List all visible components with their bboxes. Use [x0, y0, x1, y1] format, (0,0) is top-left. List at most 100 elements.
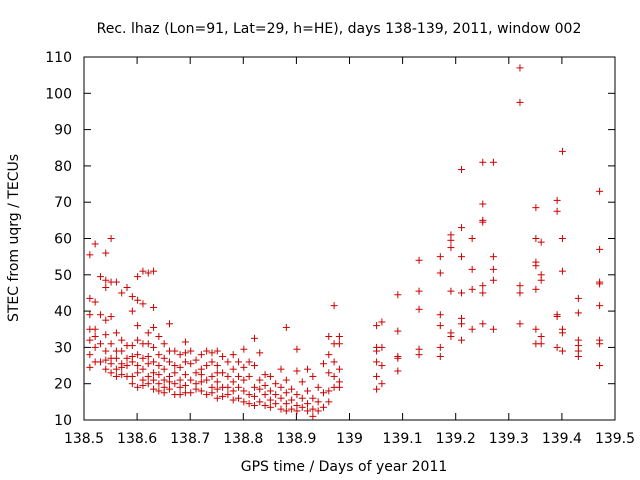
- data-point: [261, 401, 269, 409]
- data-point: [266, 372, 274, 380]
- data-point: [325, 369, 333, 377]
- data-point: [144, 360, 152, 368]
- data-point: [112, 365, 120, 373]
- data-point: [160, 354, 168, 362]
- data-point: [123, 354, 131, 362]
- data-point: [373, 372, 381, 380]
- data-point: [128, 307, 136, 315]
- data-point: [479, 282, 487, 290]
- data-point: [144, 380, 152, 388]
- data-point: [516, 98, 524, 106]
- y-tick-label: 100: [45, 86, 72, 102]
- data-point: [187, 347, 195, 355]
- data-point: [266, 396, 274, 404]
- data-point: [203, 362, 211, 370]
- data-point: [150, 343, 158, 351]
- data-point: [250, 362, 258, 370]
- data-point: [330, 302, 338, 310]
- data-point: [197, 378, 205, 386]
- data-point: [165, 385, 173, 393]
- data-point: [373, 385, 381, 393]
- data-point: [468, 325, 476, 333]
- data-point: [155, 351, 163, 359]
- data-point: [102, 331, 110, 339]
- data-point: [458, 320, 466, 328]
- data-point: [288, 396, 296, 404]
- data-point: [373, 347, 381, 355]
- data-point: [118, 371, 126, 379]
- data-point: [261, 371, 269, 379]
- data-point: [155, 387, 163, 395]
- data-point: [458, 253, 466, 261]
- data-point: [112, 372, 120, 380]
- data-point: [107, 340, 115, 348]
- data-point: [277, 383, 285, 391]
- data-point: [181, 338, 189, 346]
- data-point: [298, 378, 306, 386]
- data-point: [165, 378, 173, 386]
- data-point: [436, 343, 444, 351]
- data-point: [574, 309, 582, 317]
- data-point: [123, 362, 131, 370]
- data-point: [96, 311, 104, 319]
- y-tick-label: 20: [54, 377, 72, 393]
- data-point: [219, 369, 227, 377]
- data-point: [150, 369, 158, 377]
- data-point: [436, 269, 444, 277]
- data-point: [394, 367, 402, 375]
- data-point: [314, 398, 322, 406]
- data-point: [150, 376, 158, 384]
- data-point: [378, 380, 386, 388]
- y-tick-label: 90: [54, 123, 72, 139]
- x-tick-label: 138.9: [276, 431, 316, 447]
- data-point: [144, 329, 152, 337]
- data-point: [208, 389, 216, 397]
- data-point: [574, 352, 582, 360]
- data-point: [134, 362, 142, 370]
- data-point: [415, 305, 423, 313]
- data-point: [144, 352, 152, 360]
- data-point: [160, 376, 168, 384]
- data-point: [229, 396, 237, 404]
- data-point: [139, 300, 147, 308]
- y-tick-label: 50: [54, 268, 72, 284]
- data-point: [102, 276, 110, 284]
- data-point: [394, 327, 402, 335]
- data-point: [558, 347, 566, 355]
- data-point: [139, 365, 147, 373]
- data-point: [596, 187, 604, 195]
- data-point: [309, 412, 317, 420]
- data-point: [229, 365, 237, 373]
- data-point: [86, 311, 94, 319]
- data-point: [558, 329, 566, 337]
- data-point: [155, 380, 163, 388]
- data-point: [319, 360, 327, 368]
- data-point: [516, 64, 524, 72]
- data-point: [436, 253, 444, 261]
- data-point: [150, 267, 158, 275]
- data-point: [197, 387, 205, 395]
- data-point: [458, 166, 466, 174]
- data-point: [240, 363, 248, 371]
- data-point: [96, 358, 104, 366]
- data-point: [489, 253, 497, 261]
- data-point: [181, 358, 189, 366]
- data-point: [171, 347, 179, 355]
- data-point: [150, 323, 158, 331]
- data-point: [479, 158, 487, 166]
- data-point: [155, 333, 163, 341]
- data-point: [102, 365, 110, 373]
- data-point: [596, 362, 604, 370]
- data-point: [240, 387, 248, 395]
- data-point: [192, 356, 200, 364]
- data-point: [86, 336, 94, 344]
- data-point: [537, 238, 545, 246]
- data-point: [250, 334, 258, 342]
- data-point: [86, 251, 94, 259]
- data-point: [293, 391, 301, 399]
- data-point: [532, 235, 540, 242]
- data-point: [235, 383, 243, 391]
- data-point: [134, 322, 142, 330]
- data-point: [288, 385, 296, 393]
